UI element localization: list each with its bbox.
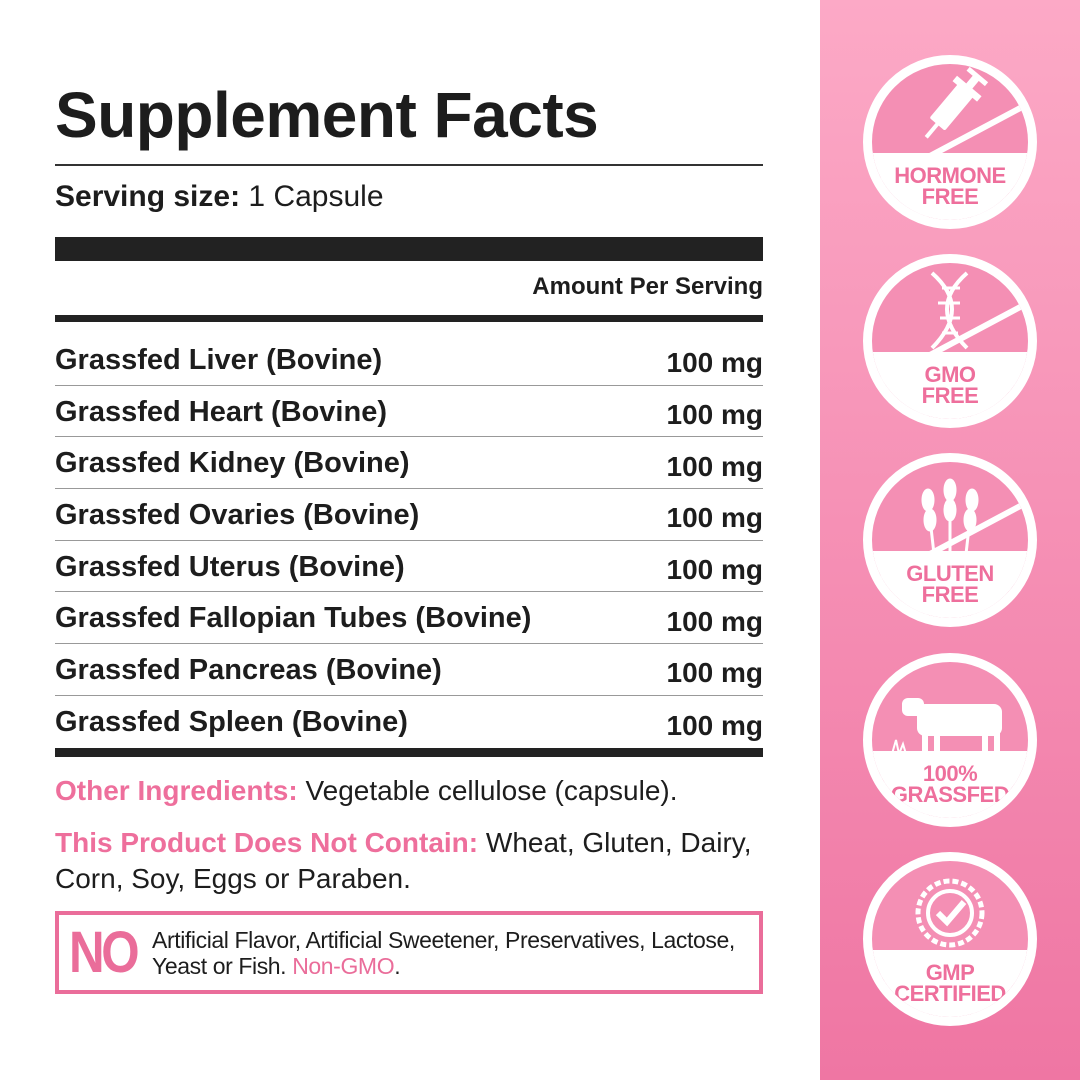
ingredient-name: Grassfed Uterus (Bovine) [55,550,405,583]
ingredient-row: Grassfed Pancreas (Bovine) 100 mg [55,644,763,696]
contain-value: Wheat, Gluten, Dairy, Corn, Soy, Eggs or… [55,827,752,894]
badge-line2: FREE [921,184,979,210]
ingredient-row: Grassfed Fallopian Tubes (Bovine) 100 mg [55,592,764,645]
gluten-free-badge: GLUTEN FREE [863,453,1037,627]
ingredient-name: Grassfed Spleen (Bovine) [55,706,408,739]
ingredient-amount: 100 mg [666,709,764,741]
ingredient-row: Grassfed Heart (Bovine) 100 mg [55,386,763,438]
badge-line1: GMO [924,362,976,388]
cow-icon [891,698,1002,757]
contain-label: This Product Does Not Contain: [55,827,479,858]
serving-value: 1 Capsule [248,180,384,213]
badge-line2: FREE [921,383,979,409]
gmo-free-badge: GMO FREE [863,254,1037,428]
ingredient-amount: 100 mg [666,399,764,431]
ingredient-name: Grassfed Heart (Bovine) [55,395,387,428]
ingredient-row: Grassfed Uterus (Bovine) 100 mg [55,541,763,593]
ingredient-amount: 100 mg [666,605,764,637]
ingredient-amount: 100 mg [666,502,764,534]
ingredient-row: Grassfed Liver (Bovine) 100 mg [55,334,763,386]
ingredient-amount: 100 mg [666,657,764,689]
ingredient-amount: 100 mg [666,554,764,586]
page-title: Supplement Facts [55,79,599,151]
divider [55,315,763,322]
badge-line2: CERTIFIED [894,981,1006,1007]
ingredient-row: Grassfed Spleen (Bovine) 100 mg [55,696,763,748]
no-list: Artificial Flavor, Artificial Sweetener,… [152,926,735,979]
thick-divider [55,237,763,261]
ingredient-name: Grassfed Ovaries (Bovine) [55,498,420,531]
check-seal-icon [915,878,985,948]
ingredient-amount: 100 mg [666,450,764,482]
ingredient-name: Grassfed Kidney (Bovine) [55,447,410,480]
amount-header: Amount Per Serving [532,273,763,300]
hormone-free-badge: HORMONE FREE [863,55,1037,229]
ingredient-list: Grassfed Liver (Bovine) 100 mg Grassfed H… [55,334,763,748]
other-ingredients: Other Ingredients: Vegetable cellulose (… [55,775,678,807]
syringe-icon [924,66,989,139]
ingredient-name: Grassfed Fallopian Tubes (Bovine) [55,602,532,635]
ingredient-amount: 100 mg [666,347,764,379]
badge-line1: HORMONE [894,163,1006,189]
ingredient-name: Grassfed Pancreas (Bovine) [55,653,442,686]
no-additives-text: Artificial Flavor, Artificial Sweetener,… [152,927,759,979]
dna-icon [930,271,969,350]
non-gmo: Non-GMO [292,952,395,979]
badge-line2: FREE [921,582,979,608]
other-label: Other Ingredients: [55,775,298,806]
other-value: Vegetable cellulose (capsule). [305,775,678,806]
ingredient-row: Grassfed Ovaries (Bovine) 100 mg [55,489,763,541]
divider [55,164,763,166]
gmp-certified-badge: GMP CERTIFIED [863,852,1037,1026]
thick-divider [55,748,763,757]
ingredient-row: Grassfed Kidney (Bovine) 100 mg [55,437,764,490]
badge-line1: 100% [922,761,978,787]
badge-line2: GRASSFED [890,782,1010,808]
grassfed-badge: 100% GRASSFED [863,653,1037,827]
ingredient-name: Grassfed Liver (Bovine) [55,343,383,376]
badge-line1: GLUTEN [906,561,994,587]
period: . [394,952,401,979]
serving-label: Serving size: [55,180,241,213]
no-additives-box: NO Artificial Flavor, Artificial Sweeten… [55,911,763,994]
no-label: NO [69,919,140,985]
badge-line1: GMP [925,960,975,986]
serving-size: Serving size: 1 Capsule [55,180,384,214]
does-not-contain: This Product Does Not Contain: Wheat, Gl… [55,825,763,897]
badge-panel: HORMONE FREE GMO FREE GLUTEN FREE 100% GRASS… [820,0,1080,1080]
